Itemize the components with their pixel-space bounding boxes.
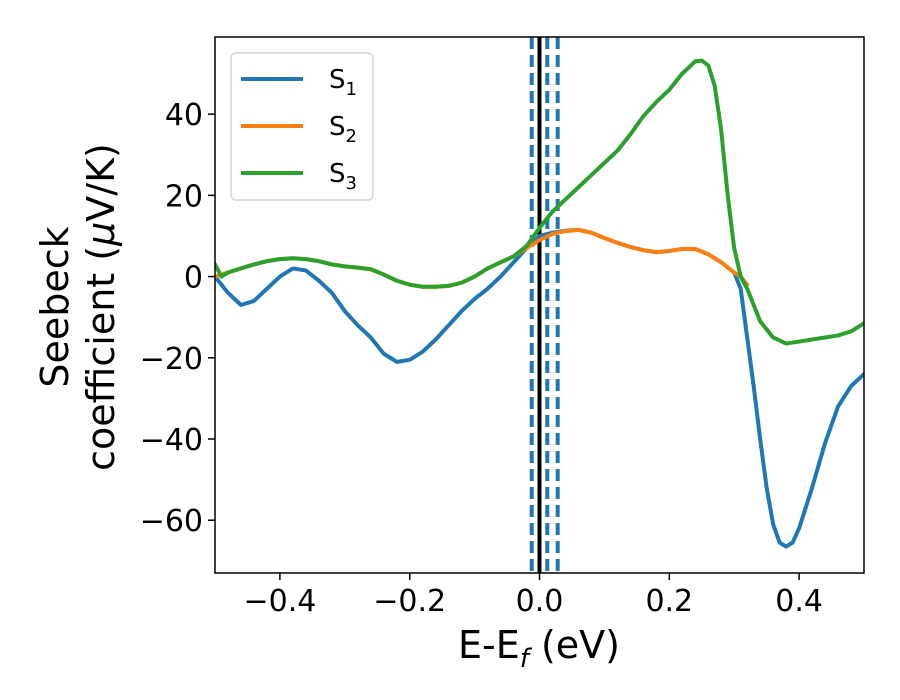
y-axis-label-unit: V/K) <box>79 143 123 222</box>
series-layer <box>215 58 864 549</box>
x-tick-label: 0.0 <box>516 584 564 619</box>
fermi-level-lines <box>529 37 560 573</box>
legend-label-s2: S2 <box>329 112 357 147</box>
y-axis-label-line1: Seebeck <box>33 226 77 387</box>
y-tick-label: 40 <box>165 98 203 133</box>
y-tick-label: −20 <box>140 342 203 377</box>
x-tick-label: 0.4 <box>775 584 823 619</box>
y-axis-label-line2: coefficient (μV/K) <box>79 143 123 471</box>
x-axis-label-unit: (eV) <box>529 623 620 667</box>
y-axis-label-text: coefficient ( <box>79 246 123 471</box>
y-tick-label: −40 <box>140 423 203 458</box>
x-axis-label-main: E-E <box>458 623 520 667</box>
legend-label-s3: S3 <box>329 159 357 194</box>
y-axis-ticks: −60 −40 −20 0 20 40 <box>140 98 215 539</box>
y-tick-label: 20 <box>165 179 203 214</box>
legend: S1 S2 S3 <box>230 52 374 201</box>
x-axis-label: E-Ef (eV) <box>458 623 620 674</box>
x-tick-label: 0.2 <box>645 584 693 619</box>
y-tick-label: −60 <box>140 504 203 539</box>
x-axis-ticks: −0.4 −0.2 0.0 0.2 0.4 <box>243 573 823 619</box>
y-tick-label: 0 <box>184 261 203 296</box>
y-axis-label-mu: μ <box>79 222 123 247</box>
x-tick-label: −0.2 <box>373 584 446 619</box>
series-line-s3 <box>215 58 864 346</box>
legend-label-s1: S1 <box>329 65 357 100</box>
x-tick-label: −0.4 <box>243 584 316 619</box>
